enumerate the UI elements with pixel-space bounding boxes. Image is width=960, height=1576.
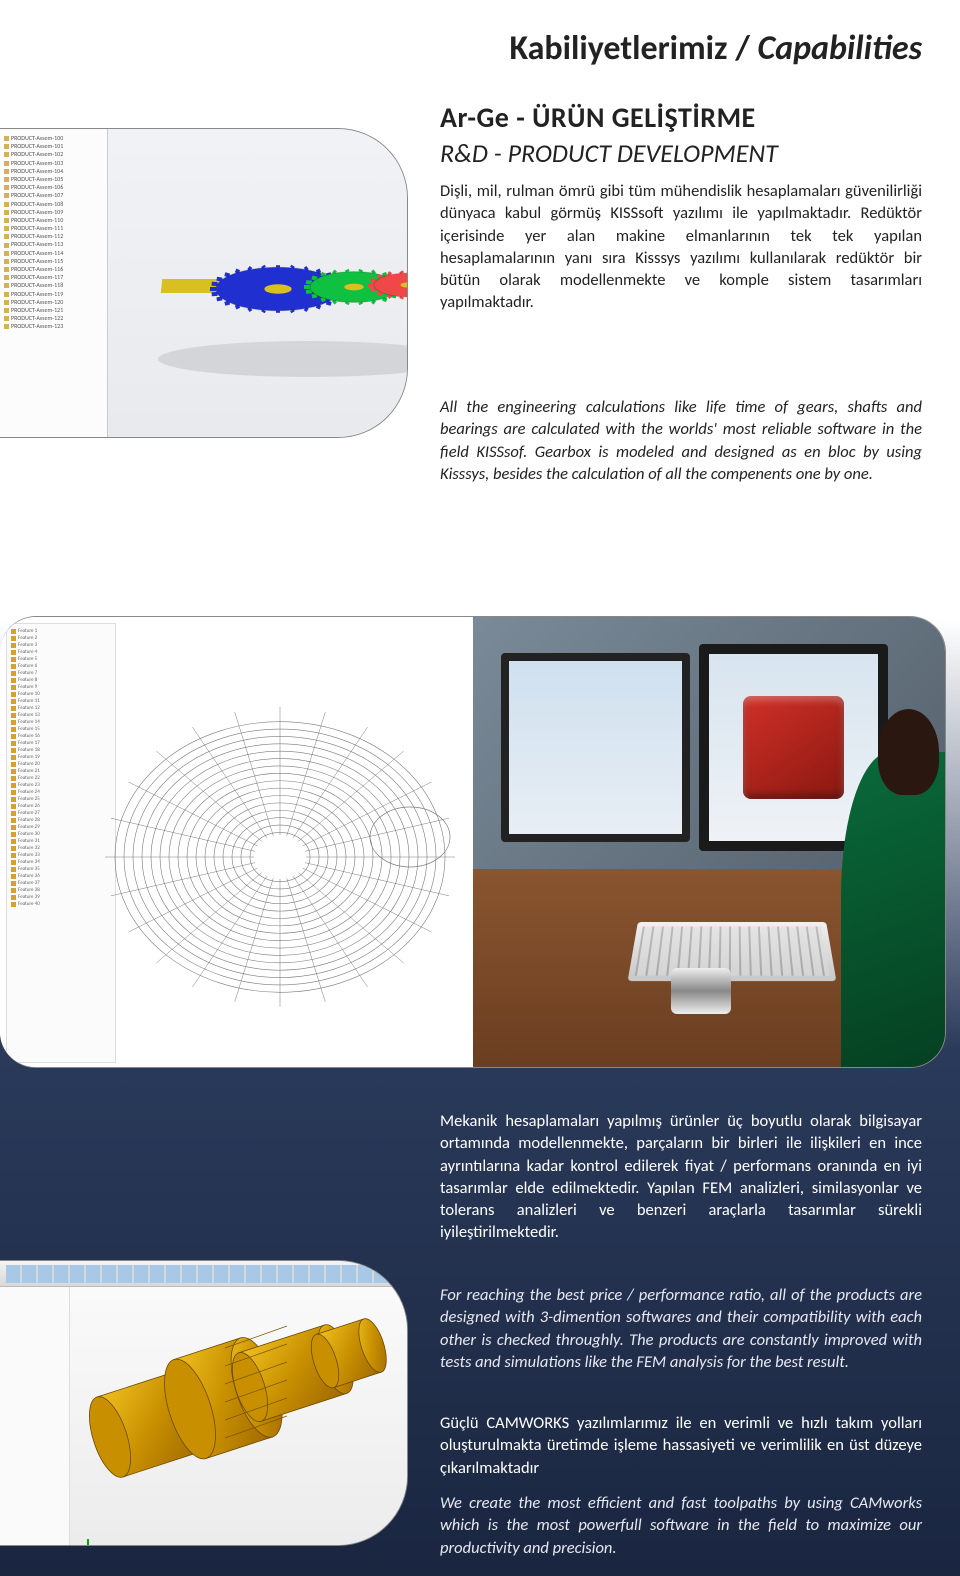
fig1-canvas <box>108 129 407 437</box>
heading-line2: R&D - PRODUCT DEVELOPMENT <box>440 137 922 169</box>
fig1-svg <box>108 129 408 438</box>
monitor-left <box>501 653 690 842</box>
title-tr: Kabiliyetlerimiz <box>509 28 727 69</box>
metal-sample-part <box>671 968 731 1014</box>
paragraph-1-en: All the engineering calculations like li… <box>440 396 922 485</box>
fig3-toolbar <box>0 1261 407 1287</box>
fig2-photo-panel <box>473 617 946 1067</box>
paragraph-2-en: For reaching the best price / performanc… <box>440 1284 922 1373</box>
fig3-canvas <box>70 1287 407 1545</box>
fig2-wireframe-svg <box>90 637 490 1068</box>
page-title: Kabiliyetlerimiz / Capabilities <box>509 28 922 69</box>
heading-line1: Ar-Ge - ÜRÜN GELİŞTİRME <box>440 100 922 135</box>
fig3-svg <box>70 1287 408 1546</box>
paragraph-2-tr: Mekanik hesaplamaları yapılmış ürünler ü… <box>440 1110 922 1244</box>
figure-wireframe-and-workstation: Feature 1Feature 2Feature 3Feature 4Feat… <box>0 616 946 1068</box>
title-en: Capabilities <box>758 28 922 69</box>
fig3-feature-tree <box>0 1287 70 1546</box>
title-sep: / <box>728 28 758 69</box>
figure-cad-geartrain: PRODUCT-Assem-100PRODUCT-Assem-101PRODUC… <box>0 128 408 438</box>
fig1-feature-tree: PRODUCT-Assem-100PRODUCT-Assem-101PRODUC… <box>0 129 108 437</box>
section-heading: Ar-Ge - ÜRÜN GELİŞTİRME R&D - PRODUCT DE… <box>440 100 922 169</box>
paragraph-3-en: We create the most efficient and fast to… <box>440 1492 922 1559</box>
figure-cad-golden-part <box>0 1260 408 1546</box>
engineer-person <box>841 752 946 1068</box>
keyboard <box>628 922 837 981</box>
paragraph-1-tr: Dişli, mil, rulman ömrü gibi tüm mühendi… <box>440 180 922 314</box>
red-cad-part <box>743 696 844 799</box>
fig2-wireframe-panel: Feature 1Feature 2Feature 3Feature 4Feat… <box>0 617 473 1067</box>
paragraph-3-tr: Güçlü CAMWORKS yazılımlarımız ile en ver… <box>440 1412 922 1479</box>
